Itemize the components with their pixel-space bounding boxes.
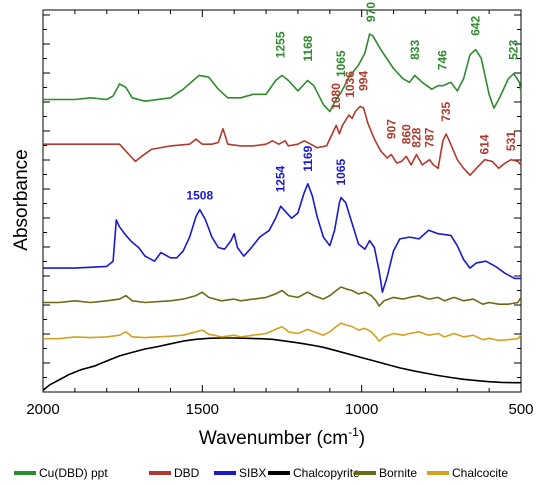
peak-label: 1065 <box>334 158 348 185</box>
peak-label: 1036 <box>343 71 357 98</box>
peak-label: 746 <box>436 50 450 70</box>
peak-label: 860 <box>399 124 413 144</box>
legend-item: DBD <box>149 466 200 480</box>
peak-label: 523 <box>507 40 521 60</box>
peak-label: 1254 <box>274 165 288 192</box>
legend-label: SIBX <box>239 466 266 480</box>
y-axis-title: Absorbance <box>11 149 32 250</box>
peak-label: 828 <box>410 127 424 147</box>
x-tick-label: 1500 <box>186 401 219 418</box>
peak-label: 1508 <box>186 188 213 202</box>
series-line-cu-dbd-ppt <box>43 33 522 113</box>
legend-item: Cu(DBD) ppt <box>14 466 108 480</box>
legend-item: Bornite <box>354 466 417 480</box>
peak-label: 1080 <box>329 83 343 110</box>
peak-label: 994 <box>357 71 371 91</box>
peak-label: 614 <box>478 134 492 154</box>
x-axis-title-main: Wavenumber (cm <box>199 428 348 449</box>
legend-label: Cu(DBD) ppt <box>39 466 108 480</box>
x-axis-title-superscript: -1 <box>348 425 359 439</box>
x-tick-label: 500 <box>508 401 533 418</box>
x-axis-title: Wavenumber (cm-1) <box>199 425 365 449</box>
series-line-bornite <box>43 286 522 307</box>
series-line-sibx <box>43 183 521 293</box>
peak-label: 970 <box>364 2 378 22</box>
peak-label: 1065 <box>334 50 348 77</box>
legend-label: Bornite <box>379 466 417 480</box>
legend-label: Chalcocite <box>452 466 508 480</box>
x-tick-label: 1000 <box>345 401 378 418</box>
legend-label: DBD <box>174 466 200 480</box>
peak-label: 787 <box>423 127 437 147</box>
peak-label: 642 <box>469 15 483 35</box>
peak-label: 735 <box>439 101 453 121</box>
peak-label: 531 <box>504 131 518 151</box>
legend-item: Chalcopyrite <box>268 466 360 480</box>
legend-item: SIBX <box>214 466 266 480</box>
plot-frame <box>42 9 522 393</box>
legend-label: Chalcopyrite <box>293 466 360 480</box>
series-line-chalcocite <box>43 322 522 342</box>
legend: Cu(DBD) ppt DBD SIBX Chalcopyrite Bornite Cha… <box>14 466 508 480</box>
peak-label: 907 <box>384 119 398 139</box>
series-line-dbd <box>43 105 522 176</box>
peak-label: 1255 <box>273 31 287 58</box>
peak-label: 1168 <box>301 35 315 61</box>
x-tick-label: 2000 <box>26 401 59 418</box>
series-line-chalcopyrite <box>42 337 521 391</box>
peak-annotations: 970 1255 1168 1065 833 746 642 523 1080 1036 994 90… <box>186 2 520 203</box>
x-tick-labels: 2000 1500 1000 500 <box>26 401 533 418</box>
x-axis-title-close: ) <box>359 428 365 449</box>
peak-label: 833 <box>408 40 422 60</box>
axis-ticks <box>42 10 522 393</box>
peak-label: 1169 <box>301 145 315 171</box>
series-layer <box>42 33 522 391</box>
legend-item: Chalcocite <box>427 466 508 480</box>
